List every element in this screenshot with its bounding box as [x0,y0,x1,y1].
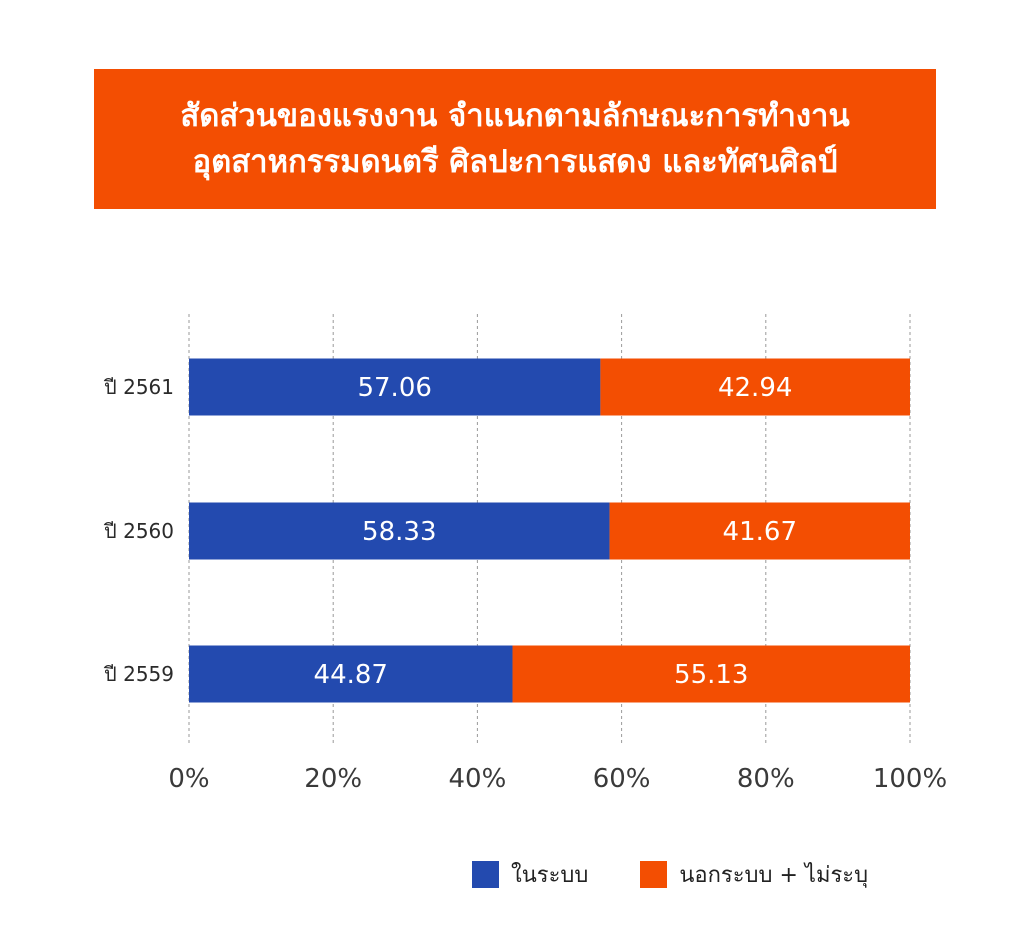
legend-item-informal: นอกระบบ + ไม่ระบุ [640,857,868,892]
data-label: 55.13 [674,660,748,690]
chart-title-line-1: สัดส่วนของแรงงาน จำแนกตามลักษณะการทำงาน [180,98,850,134]
bar-segment [189,502,610,560]
bar-segment [512,645,910,703]
category-label: ปี 2561 [104,375,174,399]
bars [189,358,910,703]
x-tick-label: 40% [449,764,507,794]
legend-swatch-formal [472,861,499,888]
data-label: 57.06 [357,373,431,403]
legend-label-informal: นอกระบบ + ไม่ระบุ [679,863,869,888]
category-label: ปี 2559 [104,662,174,686]
labels: 0% 20% 40% 60% 80% 100% 57.06 42.94 ปี 2561 58.33… [104,373,947,794]
legend: ในระบบ นอกระบบ + ไม่ระบุ [472,857,920,892]
x-tick-label: 100% [873,764,947,794]
data-label: 44.87 [314,660,388,690]
x-tick-label: 80% [737,764,795,794]
data-label: 42.94 [718,373,792,403]
x-tick-label: 0% [168,764,209,794]
chart-title-banner: สัดส่วนของแรงงาน จำแนกตามลักษณะการทำงาน … [94,69,936,209]
bar-segment [609,502,910,560]
x-tick-label: 20% [304,764,362,794]
bar-segment [189,645,513,703]
bar-segment [189,358,601,416]
category-label: ปี 2560 [104,519,174,543]
legend-swatch-informal [640,861,668,888]
chart-title-line-2: อุตสาหกรรมดนตรี ศิลปะการแสดง และทัศนศิลป… [192,144,838,180]
data-label: 41.67 [723,517,797,547]
legend-item-formal: ในระบบ [472,857,588,892]
x-tick-label: 60% [593,764,651,794]
legend-label-formal: ในระบบ [511,863,589,888]
bar-segment [600,358,910,416]
data-label: 58.33 [362,517,436,547]
